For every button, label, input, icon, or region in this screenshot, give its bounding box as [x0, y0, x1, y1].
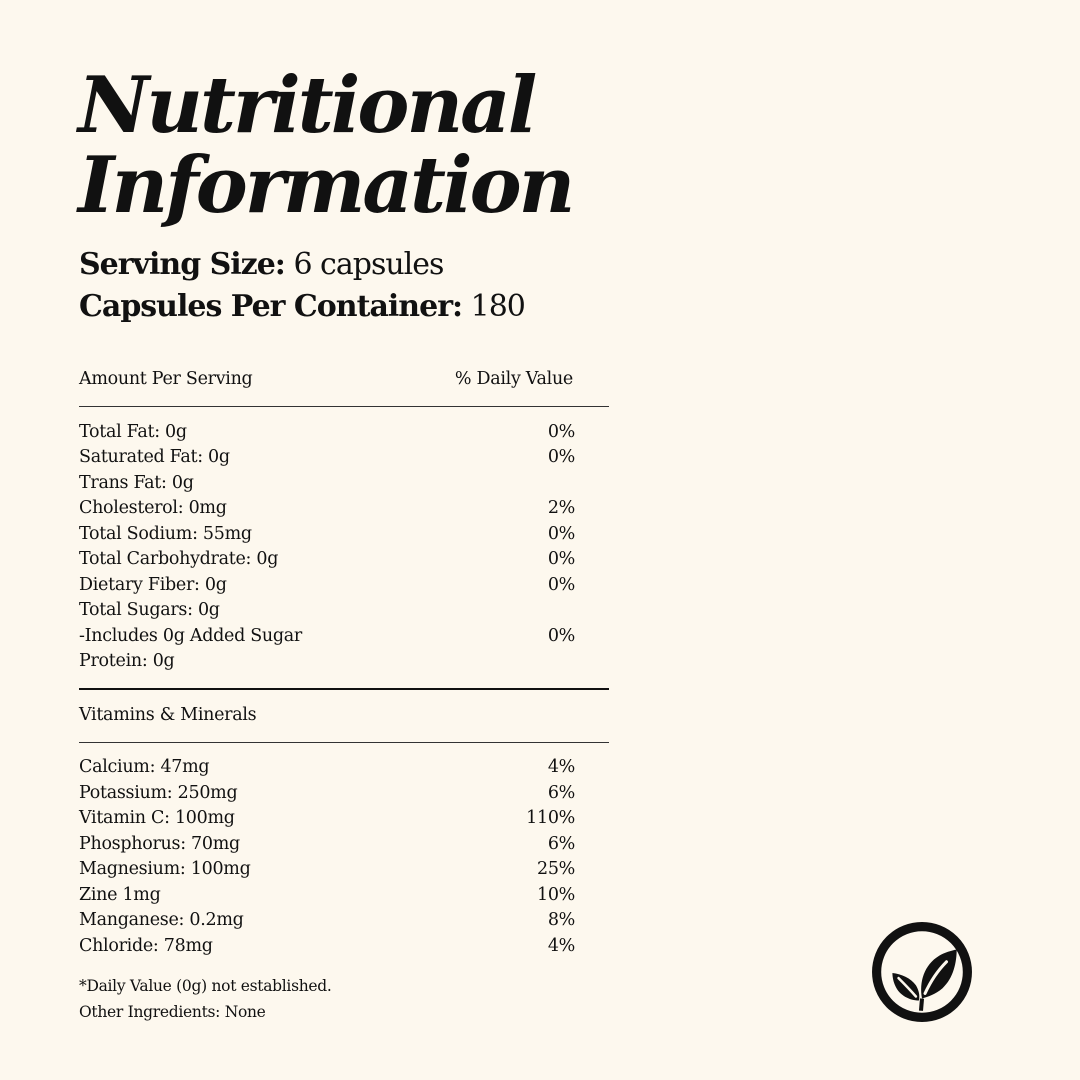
daily-value-label: % Daily Value	[454, 369, 573, 389]
vitamin-row-label: Manganese: 0.2mg	[79, 910, 244, 931]
nutrient-row-value: 0%	[547, 549, 575, 570]
divider-thick	[79, 688, 609, 690]
nutrient-row-value: 0%	[547, 625, 575, 646]
nutrient-row-value: 0%	[547, 421, 575, 442]
nutrient-row-label: Trans Fat: 0g	[79, 472, 194, 493]
leaf-icon	[872, 922, 972, 1022]
vitamin-row-value: 25%	[537, 859, 575, 880]
vitamin-row: Calcium: 47mg 4%	[79, 755, 609, 781]
vitamin-row-value: 4%	[547, 757, 575, 778]
nutrient-row: Trans Fat: 0g	[79, 470, 609, 496]
nutrient-row-value: 0%	[547, 523, 575, 544]
nutrient-row: Dietary Fiber: 0g 0%	[79, 572, 609, 598]
nutrient-row-label: Total Carbohydrate: 0g	[79, 549, 279, 570]
vitamin-row-value: 6%	[547, 782, 575, 803]
other-ingredients: Other Ingredients: None	[79, 1003, 266, 1021]
vitamin-row: Phosphorus: 70mg 6%	[79, 831, 609, 857]
divider-thin	[79, 741, 609, 743]
nutrient-row: Protein: 0g	[79, 649, 609, 675]
title-line-2: Information	[78, 140, 575, 231]
vitamin-row-label: Magnesium: 100mg	[79, 859, 251, 880]
vitamins-heading-row: Vitamins & Minerals	[79, 702, 609, 728]
nutrition-table: Amount Per Serving % Daily Value Total F…	[79, 366, 609, 959]
serving-size: Serving Size: 6 capsules	[79, 245, 444, 285]
nutrient-row-label: Dietary Fiber: 0g	[79, 574, 227, 595]
vitamin-row-value: 4%	[547, 935, 575, 956]
daily-value-note: *Daily Value (0g) not established.	[79, 977, 332, 995]
nutrient-row-label: Total Fat: 0g	[79, 421, 187, 442]
footer-notes: *Daily Value (0g) not established. Other…	[79, 975, 332, 1027]
vitamin-row-label: Phosphorus: 70mg	[79, 833, 240, 854]
vitamin-row-label: Zine 1mg	[79, 884, 161, 905]
vitamin-row: Manganese: 0.2mg 8%	[79, 908, 609, 934]
nutrient-row: Saturated Fat: 0g 0%	[79, 445, 609, 471]
capsules-per-container-value: 180	[470, 289, 526, 324]
nutrient-row: -Includes 0g Added Sugar 0%	[79, 623, 609, 649]
nutrient-row: Total Sodium: 55mg 0%	[79, 521, 609, 547]
nutrient-row-label: Cholesterol: 0mg	[79, 498, 227, 519]
nutrient-row-label: Saturated Fat: 0g	[79, 447, 230, 468]
vitamin-row-value: 10%	[537, 884, 575, 905]
nutrient-row-label: Total Sodium: 55mg	[79, 523, 252, 544]
vitamin-row-label: Chloride: 78mg	[79, 935, 213, 956]
vitamin-row-label: Vitamin C: 100mg	[79, 808, 235, 829]
amount-per-serving-label: Amount Per Serving	[79, 369, 253, 389]
nutrient-row: Total Sugars: 0g	[79, 598, 609, 624]
nutrient-row-label: Protein: 0g	[79, 651, 175, 672]
page-title: Nutritional Information	[78, 60, 575, 231]
nutrient-list: Total Fat: 0g 0% Saturated Fat: 0g 0% Trans …	[79, 419, 609, 674]
nutrient-row-label: Total Sugars: 0g	[79, 600, 220, 621]
capsules-per-container-label: Capsules Per Container:	[79, 289, 463, 324]
vitamin-row-label: Calcium: 47mg	[79, 757, 210, 778]
divider-thin	[79, 406, 609, 407]
nutrient-row-value: 0%	[547, 574, 575, 595]
vitamin-row: Potassium: 250mg 6%	[79, 780, 609, 806]
vitamin-row-value: 6%	[547, 833, 575, 854]
nutrient-row-value: 0%	[547, 447, 575, 468]
vitamin-row-value: 110%	[526, 808, 575, 829]
nutrient-row-label: -Includes 0g Added Sugar	[79, 625, 302, 646]
serving-size-label: Serving Size:	[79, 247, 286, 282]
nutrient-row-value: 2%	[547, 498, 575, 519]
serving-size-value: 6 capsules	[293, 247, 444, 282]
capsules-per-container: Capsules Per Container: 180	[79, 287, 526, 327]
vitamins-heading: Vitamins & Minerals	[79, 704, 257, 725]
vitamin-row-value: 8%	[547, 910, 575, 931]
nutrient-row: Cholesterol: 0mg 2%	[79, 496, 609, 522]
table-header-row: Amount Per Serving % Daily Value	[79, 366, 609, 392]
nutrient-row: Total Fat: 0g 0%	[79, 419, 609, 445]
vitamin-row-label: Potassium: 250mg	[79, 782, 238, 803]
vitamin-row: Chloride: 78mg 4%	[79, 933, 609, 959]
vitamin-row: Zine 1mg 10%	[79, 882, 609, 908]
title-line-1: Nutritional	[78, 60, 537, 151]
nutrient-row: Total Carbohydrate: 0g 0%	[79, 547, 609, 573]
vitamin-row: Vitamin C: 100mg 110%	[79, 806, 609, 832]
vitamin-row: Magnesium: 100mg 25%	[79, 857, 609, 883]
vitamin-list: Calcium: 47mg 4% Potassium: 250mg 6% Vitamin…	[79, 755, 609, 959]
